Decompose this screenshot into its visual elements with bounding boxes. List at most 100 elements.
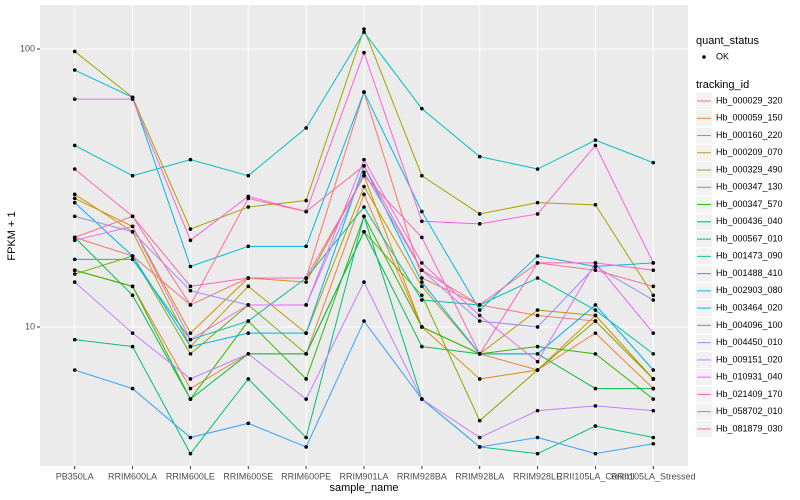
point: [477, 418, 482, 423]
point: [130, 97, 135, 101]
point: [72, 272, 77, 276]
legend-label: Hb_010931_040: [716, 372, 783, 382]
point: [535, 368, 540, 372]
point: [420, 293, 424, 298]
point: [477, 212, 482, 216]
point: [246, 331, 251, 335]
point: [593, 352, 598, 356]
point: [72, 196, 77, 201]
point: [651, 397, 656, 401]
point: [651, 298, 656, 302]
point: [535, 276, 540, 280]
point: [188, 435, 193, 440]
point: [593, 268, 598, 273]
point: [188, 303, 193, 307]
point: [72, 192, 77, 197]
point: [535, 451, 540, 456]
point: [72, 214, 77, 219]
point: [72, 49, 77, 54]
point: [477, 435, 482, 440]
legend-label: Hb_009151_020: [716, 354, 783, 364]
point: [246, 352, 251, 356]
legend-label: Hb_000160_220: [716, 130, 783, 140]
point: [304, 445, 308, 449]
point: [420, 268, 424, 273]
point: [130, 344, 135, 349]
point: [246, 284, 251, 289]
x-tick-label: RRIM600SE: [223, 471, 273, 481]
point: [304, 209, 308, 214]
point: [72, 143, 77, 148]
point: [72, 235, 77, 240]
point: [362, 170, 366, 175]
point: [477, 303, 482, 307]
y-tick-label: 100: [20, 43, 35, 53]
point: [477, 313, 482, 318]
point: [130, 224, 135, 229]
point: [304, 377, 308, 381]
legend-title: tracking_id: [696, 79, 749, 91]
point: [420, 284, 424, 289]
point: [535, 212, 540, 216]
x-tick-label: RRIM928BA: [397, 471, 447, 481]
point: [535, 325, 540, 329]
point: [420, 261, 424, 265]
point: [130, 284, 135, 289]
point: [477, 445, 482, 449]
point: [535, 308, 540, 312]
point: [188, 238, 193, 243]
point: [535, 344, 540, 349]
point: [72, 337, 77, 342]
point: [362, 214, 366, 219]
point: [593, 404, 598, 408]
point: [651, 386, 656, 391]
point: [72, 200, 77, 205]
point: [304, 435, 308, 440]
legend-label: Hb_001473_090: [716, 251, 783, 261]
point: [535, 167, 540, 171]
legend-label: OK: [716, 51, 729, 61]
point: [130, 293, 135, 298]
point: [188, 284, 193, 289]
point: [362, 173, 366, 178]
legend-label: Hb_021409_170: [716, 389, 783, 399]
legend-key: [702, 55, 706, 59]
legend-label: Hb_000567_010: [716, 233, 783, 243]
point: [651, 408, 656, 413]
point: [130, 386, 135, 391]
point: [72, 97, 77, 101]
point: [651, 368, 656, 372]
point: [72, 167, 77, 171]
point: [246, 196, 251, 201]
point: [477, 222, 482, 226]
point: [593, 319, 598, 323]
point: [72, 368, 77, 372]
point: [477, 377, 482, 381]
point: [304, 126, 308, 130]
point: [593, 303, 598, 307]
point: [188, 451, 193, 456]
point: [246, 244, 251, 249]
point: [304, 397, 308, 401]
point: [362, 280, 366, 284]
y-axis-title: FPKM + 1: [6, 211, 18, 260]
point: [188, 352, 193, 356]
x-tick-label: RRIM600LA: [108, 471, 157, 481]
point: [188, 331, 193, 335]
legend-label: Hb_000329_490: [716, 164, 783, 174]
x-tick-label: RRIM600LE: [166, 471, 215, 481]
point: [304, 244, 308, 249]
point: [651, 441, 656, 446]
legend-label: Hb_000209_070: [716, 147, 783, 157]
legend-label: Hb_003464_020: [716, 302, 783, 312]
legend-label: Hb_000059_150: [716, 113, 783, 123]
point: [593, 451, 598, 456]
x-tick-label: RRII105LA_Control: [556, 471, 634, 481]
x-tick-label: RRIM928LE: [513, 471, 562, 481]
point: [535, 313, 540, 318]
point: [362, 30, 366, 34]
x-tick-label: RRIM928LA: [455, 471, 504, 481]
point: [535, 254, 540, 258]
point: [535, 261, 540, 265]
